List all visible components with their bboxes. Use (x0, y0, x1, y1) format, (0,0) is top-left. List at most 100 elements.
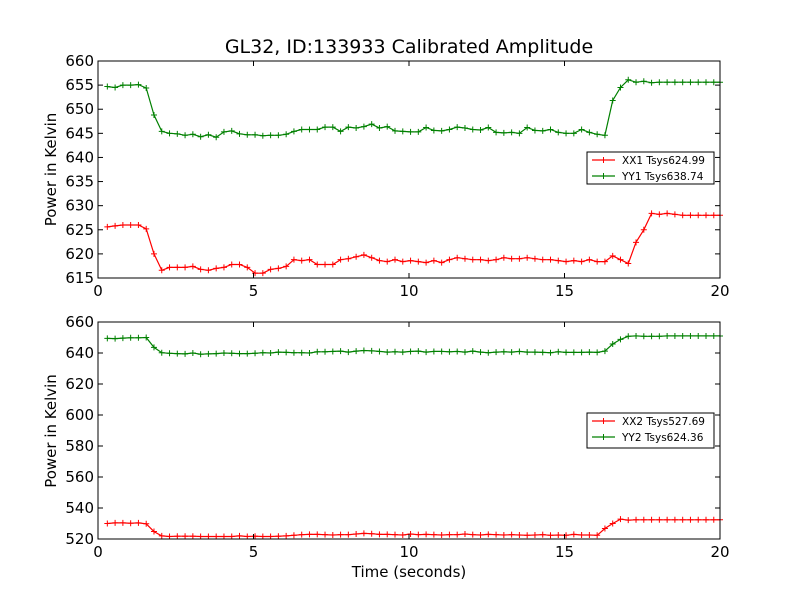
data-point (392, 531, 399, 538)
data-point (586, 256, 593, 263)
data-point (329, 348, 336, 355)
data-point (446, 126, 453, 133)
data-point (314, 348, 321, 355)
data-point (671, 516, 678, 523)
data-point (430, 531, 437, 538)
top-plot-panel: GL32, ID:133933 Calibrated Amplitude Pow… (42, 36, 730, 300)
data-point (710, 332, 717, 339)
series-xx2 (104, 516, 723, 540)
y-tick-label: 640 (65, 148, 94, 166)
data-point (415, 258, 422, 265)
data-point (640, 333, 647, 340)
data-point (353, 253, 360, 260)
legend-label: YY1 Tsys638.74 (621, 171, 704, 183)
data-point (687, 79, 694, 86)
data-point (594, 532, 601, 539)
data-point (236, 130, 243, 137)
data-point (150, 344, 157, 351)
data-point (174, 350, 181, 357)
data-point (617, 516, 624, 523)
legend-label: YY2 Tsys624.36 (621, 432, 704, 444)
data-point (267, 266, 274, 273)
data-point (625, 76, 632, 83)
series-yy1 (104, 76, 723, 141)
data-point (570, 349, 577, 356)
x-tick-label: 15 (555, 543, 574, 561)
data-point (407, 348, 414, 355)
data-point (477, 349, 484, 356)
legend-box (586, 151, 715, 185)
data-point (617, 336, 624, 343)
data-point (640, 226, 647, 233)
data-point (609, 520, 616, 527)
data-point (182, 264, 189, 271)
data-point (392, 256, 399, 263)
data-point (656, 211, 663, 218)
data-point (353, 348, 360, 355)
data-point (329, 261, 336, 268)
data-point (119, 519, 126, 526)
data-point (197, 133, 204, 140)
data-point (664, 210, 671, 217)
data-point (703, 79, 710, 86)
data-point (275, 265, 282, 272)
data-point (446, 531, 453, 538)
data-point (290, 349, 297, 356)
data-point (516, 348, 523, 355)
data-point (679, 332, 686, 339)
data-point (555, 129, 562, 136)
data-point (625, 517, 632, 524)
data-point (423, 349, 430, 356)
data-point (555, 531, 562, 538)
data-point (415, 348, 422, 355)
data-point (625, 333, 632, 340)
data-point (423, 124, 430, 131)
data-point (695, 79, 702, 86)
data-point (594, 131, 601, 138)
data-point (703, 332, 710, 339)
data-point (353, 531, 360, 538)
data-point (353, 125, 360, 132)
data-point (329, 531, 336, 538)
data-point (469, 531, 476, 538)
data-point (127, 334, 134, 341)
data-point (423, 531, 430, 538)
data-point (236, 532, 243, 539)
data-point (500, 531, 507, 538)
data-point (213, 350, 220, 357)
data-point (516, 130, 523, 137)
data-point (461, 531, 468, 538)
x-tick-label: 0 (93, 282, 103, 300)
data-point (150, 250, 157, 257)
data-point (298, 349, 305, 356)
x-tick-label: 20 (710, 282, 729, 300)
data-point (228, 127, 235, 134)
data-point (524, 254, 531, 261)
data-point (710, 212, 717, 219)
data-point (578, 531, 585, 538)
data-point (392, 348, 399, 355)
data-point (205, 350, 212, 357)
data-point (703, 516, 710, 523)
data-point (601, 348, 608, 355)
data-point (656, 333, 663, 340)
data-point (500, 129, 507, 136)
data-point (430, 257, 437, 264)
data-point (384, 349, 391, 356)
data-point (531, 127, 538, 134)
data-point (539, 349, 546, 356)
data-point (127, 221, 134, 228)
y-tick-label: 630 (65, 197, 94, 215)
data-point (150, 112, 157, 119)
data-point (687, 332, 694, 339)
data-point (555, 257, 562, 264)
data-point (438, 531, 445, 538)
data-point (205, 267, 212, 274)
data-point (322, 348, 329, 355)
data-point (306, 126, 313, 133)
data-point (197, 351, 204, 358)
data-point (687, 212, 694, 219)
data-point (345, 531, 352, 538)
legend-label: XX2 Tsys527.69 (622, 416, 705, 428)
data-point (306, 350, 313, 356)
